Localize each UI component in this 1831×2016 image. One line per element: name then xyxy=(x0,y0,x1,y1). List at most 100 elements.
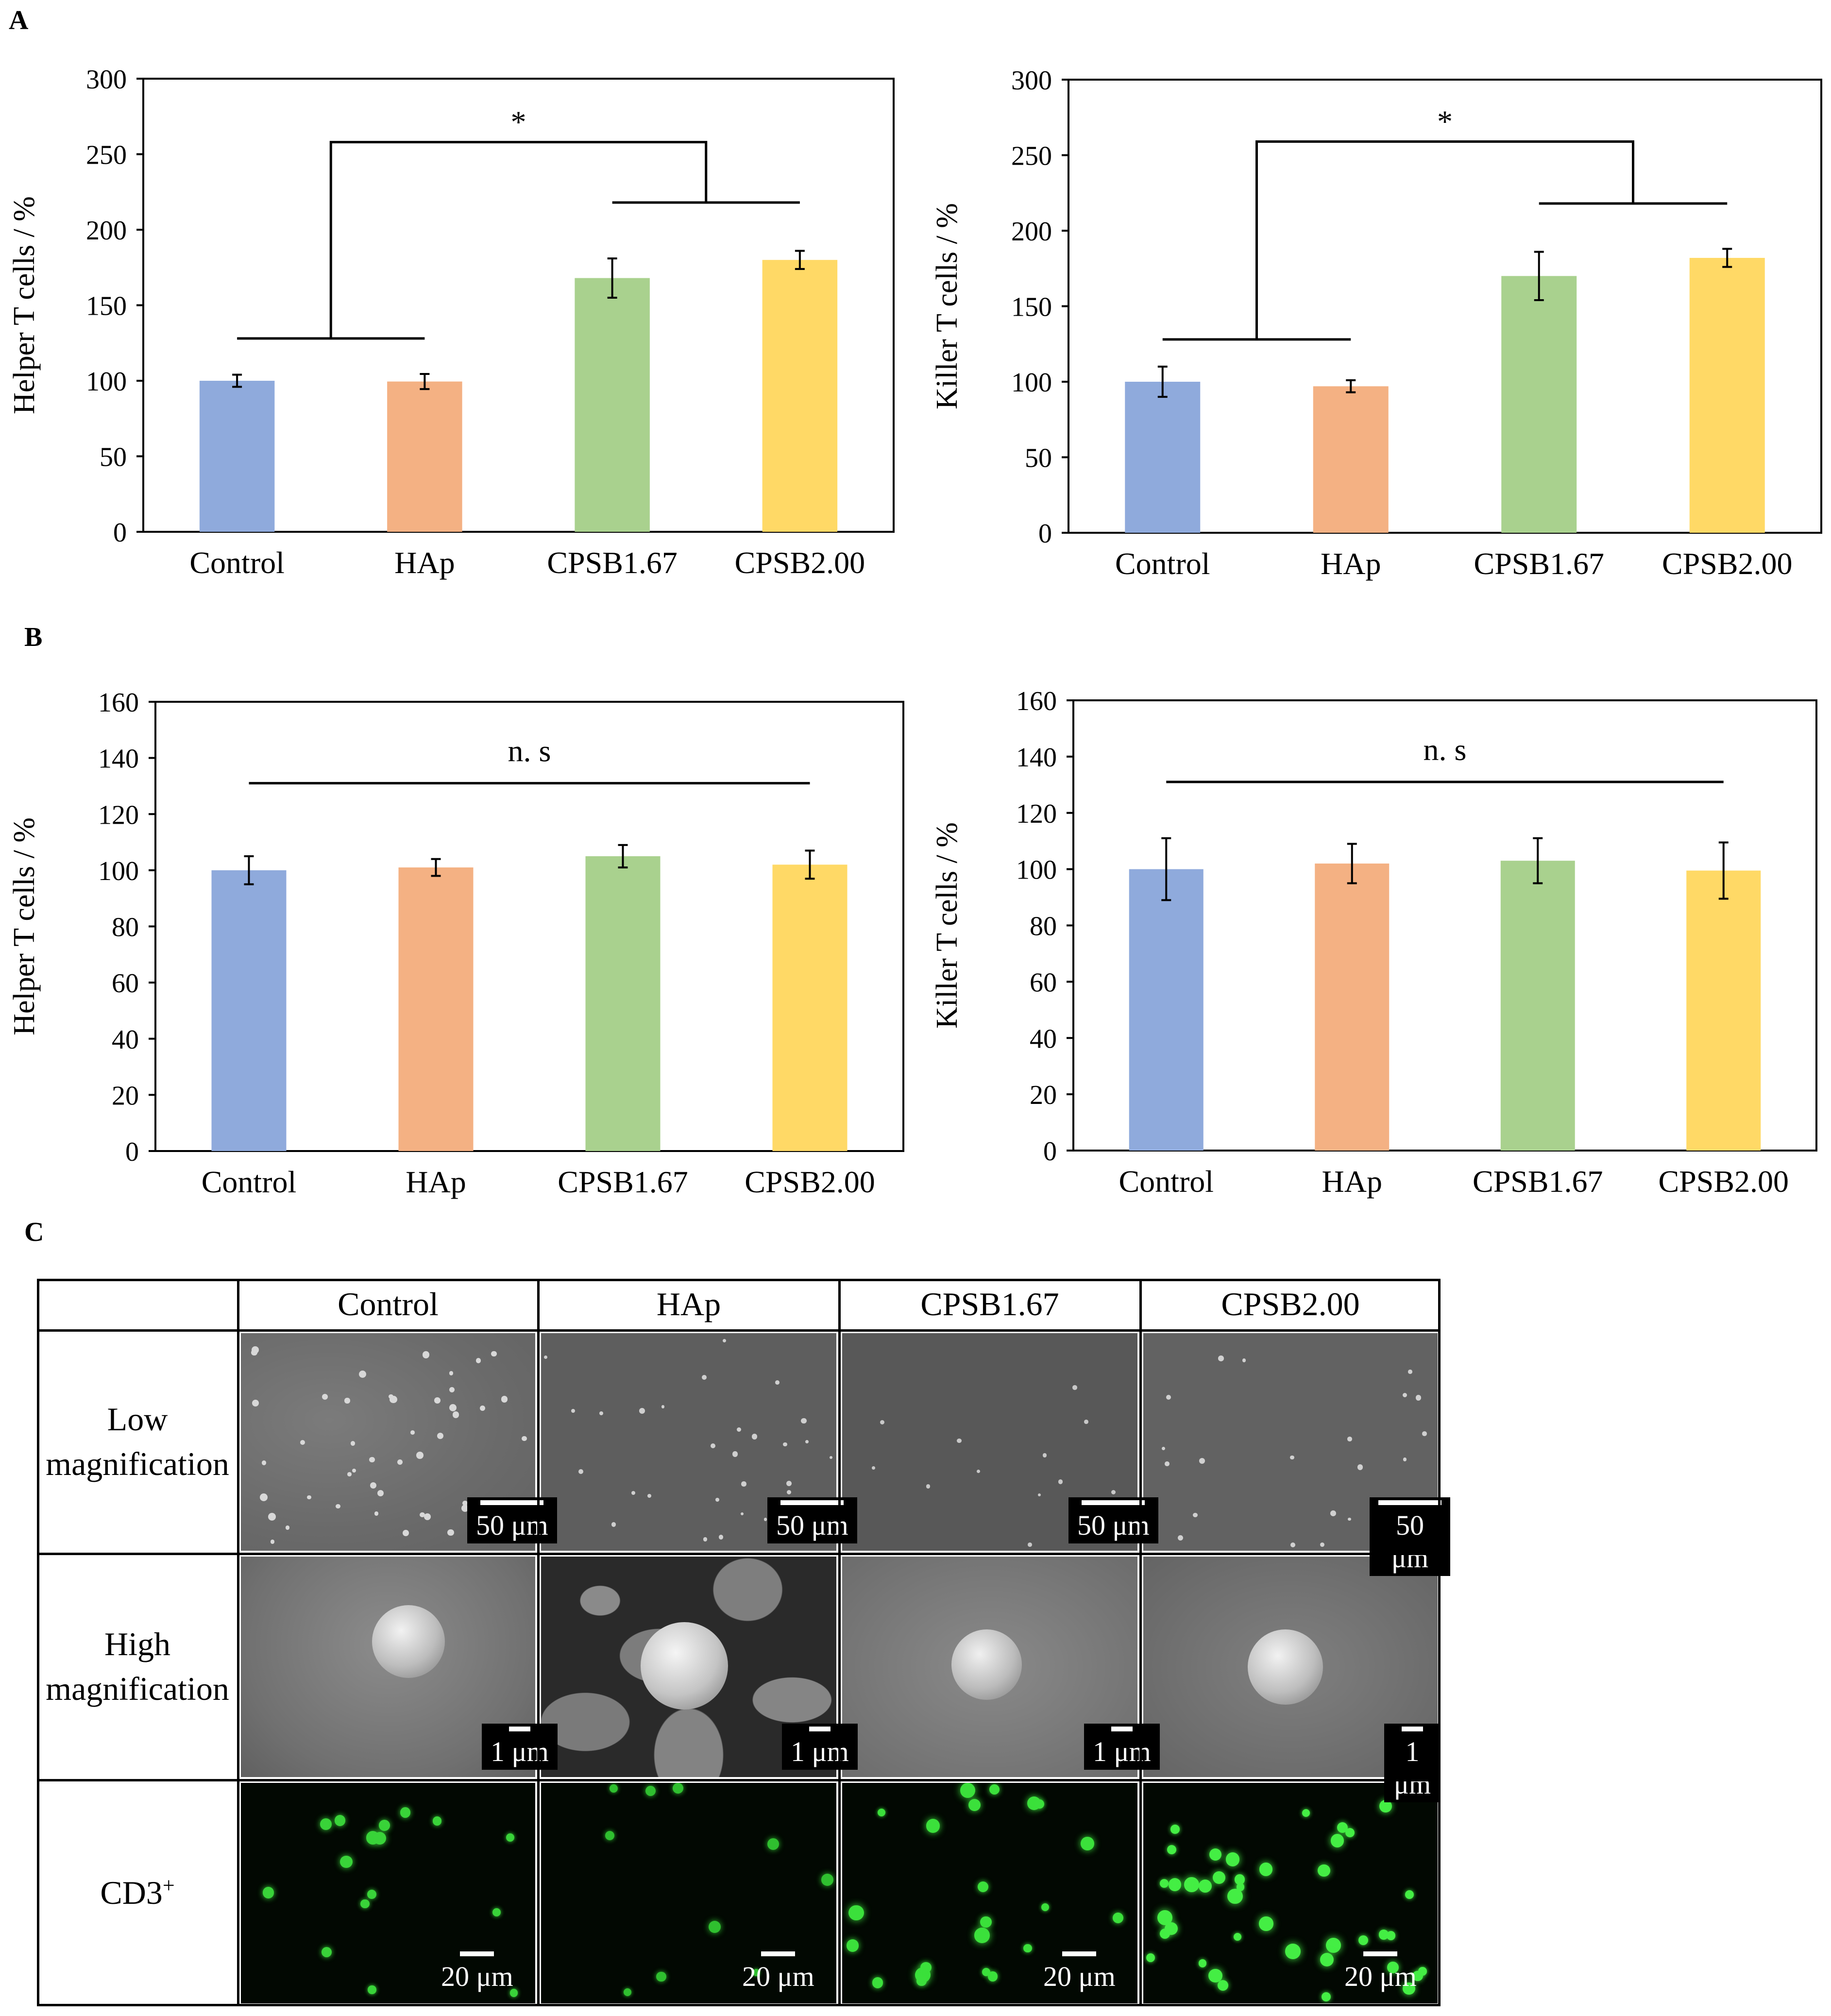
y-tick-label: 120 xyxy=(98,800,139,830)
t-cell-hap xyxy=(641,1622,728,1710)
grid-line xyxy=(37,1279,39,2006)
x-tick-label: CPSB2.00 xyxy=(745,1165,875,1199)
panel-label-b: B xyxy=(24,622,43,652)
bar-control xyxy=(1129,869,1204,1151)
fluorescent-cell xyxy=(1170,1825,1180,1834)
fluorescent-cell xyxy=(1113,1912,1124,1923)
significance-label: n. s xyxy=(1424,732,1467,767)
fluorescent-cell xyxy=(920,1962,932,1973)
fluorescent-cell xyxy=(1259,1863,1273,1876)
y-tick-label: 200 xyxy=(1011,217,1052,247)
row-label-high-magnification: High magnification xyxy=(37,1554,238,1780)
cell-particle xyxy=(491,1351,497,1357)
grid-header-control: Control xyxy=(338,1286,439,1323)
y-tick-label: 20 xyxy=(112,1081,139,1111)
cell-particle xyxy=(732,1451,738,1457)
bar-hap xyxy=(1315,864,1390,1151)
cell-particle xyxy=(957,1438,962,1443)
scale-bar-cd3-hap: 20 μm xyxy=(739,1951,817,1993)
cell-particle xyxy=(1038,1493,1041,1497)
bar-control xyxy=(211,870,287,1151)
cell-particle xyxy=(787,1490,792,1494)
fluorescent-cell xyxy=(506,1833,514,1842)
cell-particle xyxy=(872,1466,875,1470)
fluorescent-cell xyxy=(656,1971,666,1982)
fluorescent-cell xyxy=(1302,1809,1310,1817)
y-tick-label: 0 xyxy=(125,1137,139,1167)
cell-particle xyxy=(1347,1437,1352,1441)
bar-cpsb200 xyxy=(762,260,838,532)
grid-line xyxy=(1139,1279,1142,2006)
x-tick-label: CPSB2.00 xyxy=(1658,1164,1789,1199)
fluorescent-cell xyxy=(968,1798,981,1812)
y-tick-label: 0 xyxy=(113,518,127,548)
fluorescent-cell xyxy=(624,1988,632,1997)
significance-label: n. s xyxy=(508,734,551,768)
fluorescent-cell xyxy=(1184,1877,1199,1892)
scale-text: 50 μm xyxy=(1391,1509,1429,1574)
cell-particle xyxy=(434,1397,441,1404)
cell-particle xyxy=(1242,1358,1246,1362)
y-tick-label: 250 xyxy=(1011,141,1052,171)
fluorescent-cell xyxy=(1345,1828,1355,1838)
grid-line xyxy=(37,2004,1441,2006)
fluorescent-cell xyxy=(320,1818,332,1830)
x-tick-label: CPSB2.00 xyxy=(735,545,865,580)
grid-line xyxy=(37,1779,1441,1781)
cell-particle xyxy=(424,1513,431,1520)
cell-particle xyxy=(1111,1490,1116,1495)
chart-a-helper-t-cells: 0 50 100 150 200 250 300 Helper T cells / % Cont… xyxy=(8,65,895,580)
bar-cpsb200 xyxy=(772,864,848,1151)
x-tick-label: Control xyxy=(1119,1164,1214,1199)
fluorescent-cell xyxy=(645,1785,656,1796)
t-cell-cpsb167 xyxy=(951,1629,1022,1700)
cell-particle xyxy=(1165,1461,1170,1467)
y-tick-label: 0 xyxy=(1038,519,1052,549)
cell-particle xyxy=(1402,1392,1407,1397)
cd3-fluorescence-cpsb167 xyxy=(842,1783,1137,2003)
fluorescent-cell xyxy=(1198,1959,1207,1967)
fluorescent-cell xyxy=(1160,1879,1169,1888)
fluorescent-cell xyxy=(974,1928,990,1943)
chart-b-killer-t-cells: 0 20 40 60 80 100 120 140 160 Killer T cells / % C… xyxy=(931,686,1817,1199)
fluorescent-cell xyxy=(989,1784,1000,1795)
bar-hap xyxy=(398,867,474,1151)
y-tick-label: 80 xyxy=(112,913,139,943)
significance-bracket xyxy=(329,141,708,339)
fluorescent-cell xyxy=(1041,1903,1050,1912)
cell-particle xyxy=(880,1420,884,1425)
cell-particle xyxy=(1357,1464,1363,1470)
scale-bar-low-control: 50 μm xyxy=(467,1497,557,1543)
fluorescent-cell xyxy=(1167,1845,1176,1855)
y-tick-label: 250 xyxy=(86,140,127,170)
fluorescent-cell xyxy=(1418,1967,1427,1976)
cell-particle xyxy=(631,1491,635,1495)
fluorescent-cell xyxy=(322,1947,332,1958)
bar-cpsb167 xyxy=(1501,276,1577,533)
cell-particle xyxy=(1058,1479,1063,1484)
y-tick-label: 50 xyxy=(1025,443,1052,474)
fluorescent-cell xyxy=(1234,1874,1245,1885)
row-label-low-line1: Low xyxy=(107,1401,168,1438)
fluorescent-cell xyxy=(978,1881,989,1892)
fluorescent-cell xyxy=(1405,1890,1414,1899)
y-tick-label: 60 xyxy=(112,968,139,999)
cell-particle xyxy=(358,1370,366,1378)
scale-bar-cd3-cpsb200: 20 μm xyxy=(1341,1951,1420,1993)
x-tick-label: CPSB1.67 xyxy=(1473,1164,1603,1199)
grid-line xyxy=(37,1553,1441,1555)
fluorescent-cell xyxy=(1218,1980,1228,1991)
cell-particle xyxy=(977,1469,981,1474)
y-tick-label: 160 xyxy=(98,688,139,718)
cell-particle xyxy=(1218,1355,1224,1362)
row-label-high-line2: magnification xyxy=(46,1670,229,1707)
cell-particle xyxy=(737,1427,742,1432)
scale-bar-low-cpsb167: 50 μm xyxy=(1068,1497,1158,1543)
scale-bar-cd3-cpsb167: 20 μm xyxy=(1040,1951,1119,1993)
cell-particle xyxy=(710,1443,715,1449)
fluorescent-cell xyxy=(1165,1922,1178,1935)
cell-particle xyxy=(1162,1447,1166,1451)
cell-particle xyxy=(344,1398,350,1404)
t-cell-control xyxy=(372,1605,445,1678)
fluorescent-cell xyxy=(960,1783,976,1798)
